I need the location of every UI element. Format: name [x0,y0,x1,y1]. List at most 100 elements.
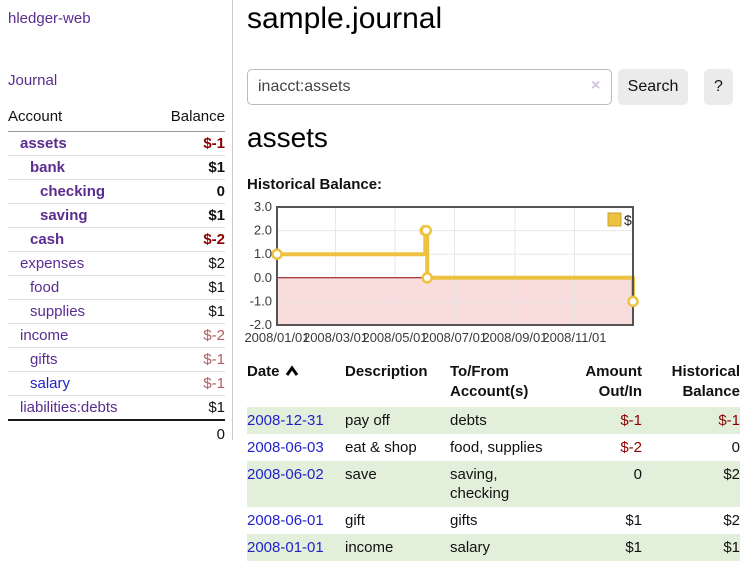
transaction-description: save [345,466,377,483]
svg-text:0.0: 0.0 [254,270,272,285]
accounts-header-balance: Balance [153,108,225,132]
sort-ascending-icon [285,365,298,376]
account-row: food $1 [8,275,225,300]
accounts-total-row: 0 [8,420,225,446]
transaction-balance: $1 [723,539,740,556]
svg-text:2008/01/01: 2008/01/01 [244,330,309,345]
transaction-balance: $-1 [718,412,740,429]
account-balance: $1 [153,299,225,324]
account-balance: $1 [153,203,225,228]
account-row: saving $1 [8,203,225,228]
svg-text:-1.0: -1.0 [250,293,272,308]
sidebar-account-link[interactable]: supplies [30,303,86,320]
register-row: 2008-01-01 income salary $1 $1 [247,534,740,561]
accounts-table: Account Balance assets $-1 bank $1 checking 0… [8,108,225,446]
sidebar-account-link[interactable]: bank [30,159,66,176]
legend-label: $ [624,212,632,228]
register-row: 2008-06-03 eat & shop food, supplies $-2 0 [247,434,740,461]
transaction-amount: $1 [625,539,642,556]
transaction-amount: $1 [625,512,642,529]
transaction-amount: $-2 [620,439,642,456]
sidebar-account-link[interactable]: assets [20,135,67,152]
transaction-date-link[interactable]: 2008-12-31 [247,412,324,429]
register-header-date[interactable]: Date [247,362,345,407]
register-header-accounts: To/From Account(s) [450,363,529,400]
register-header-balance: Historical Balance [671,363,740,400]
transaction-date-link[interactable]: 2008-06-02 [247,466,324,483]
sidebar-account-link[interactable]: gifts [30,351,58,368]
transaction-date-link[interactable]: 2008-06-01 [247,512,324,529]
account-heading: assets [247,122,328,153]
transaction-balance: $2 [723,512,740,529]
register-table: Date Description To/From Account(s) Amou… [247,362,740,561]
svg-text:2008/03/01: 2008/03/01 [303,330,368,345]
account-row: checking 0 [8,179,225,204]
svg-text:2008/11/01: 2008/11/01 [542,330,606,345]
svg-text:-2.0: -2.0 [250,317,272,332]
account-row: expenses $2 [8,251,225,276]
account-row: salary $-1 [8,371,225,396]
account-balance: $-1 [153,347,225,372]
clear-search-icon[interactable]: × [591,77,601,94]
search-button[interactable]: Search [618,69,688,105]
transaction-description: gift [345,512,366,529]
transaction-accounts: salary [450,539,491,556]
account-balance: $1 [153,395,225,421]
transaction-accounts: food, supplies [450,439,543,456]
sidebar-account-link[interactable]: checking [40,183,106,200]
register-row: 2008-12-31 pay off debts $-1 $-1 [247,407,740,434]
sidebar-account-link[interactable]: salary [30,375,71,392]
register-header-description: Description [345,363,428,380]
svg-text:2.0: 2.0 [254,223,272,238]
chart-title: Historical Balance: [247,176,383,193]
transaction-date-link[interactable]: 2008-01-01 [247,539,324,556]
account-row: income $-2 [8,323,225,348]
sidebar-account-link[interactable]: cash [30,231,65,248]
sidebar-account-link[interactable]: expenses [20,255,85,272]
account-row: gifts $-1 [8,347,225,372]
svg-text:3.0: 3.0 [254,199,272,214]
account-balance: $1 [153,155,225,180]
register-header-amount: Amount Out/In [585,363,642,400]
sidebar-account-link[interactable]: liabilities:debts [20,399,118,416]
svg-text:2008/05/01: 2008/05/01 [362,330,427,345]
help-button[interactable]: ? [704,69,733,105]
register-row: 2008-06-02 save saving, checking 0 $2 [247,461,740,507]
svg-text:1.0: 1.0 [254,246,272,261]
account-balance: $2 [153,251,225,276]
account-balance: $-2 [153,323,225,348]
page-title: sample.journal [247,2,443,35]
transaction-date-link[interactable]: 2008-06-03 [247,439,324,456]
account-row: bank $1 [8,155,225,180]
sidebar-account-link[interactable]: food [30,279,60,296]
historical-balance-chart: $3.0 2.0 1.0 0.0 -1.0 -2.02008/01/012008/03/0… [244,199,639,345]
transaction-accounts: debts [450,412,487,429]
account-balance: $1 [153,275,225,300]
transaction-balance: $2 [723,466,740,483]
account-row: liabilities:debts $1 [8,395,225,421]
search-bar: × Search ? [247,69,742,105]
account-row: cash $-2 [8,227,225,252]
sidebar-account-link[interactable]: saving [40,207,88,224]
transaction-amount: $-1 [620,412,642,429]
account-balance: 0 [153,179,225,204]
transaction-accounts: saving, checking [450,466,510,502]
search-input[interactable] [247,69,612,105]
svg-text:2008/09/01: 2008/09/01 [482,330,547,345]
account-row: supplies $1 [8,299,225,324]
transaction-balance: 0 [731,439,740,456]
accounts-total-value: 0 [216,426,225,443]
sidebar-item-journal[interactable]: Journal [8,72,58,89]
legend-swatch [607,212,622,227]
transaction-description: eat & shop [345,439,417,456]
sidebar-account-link[interactable]: income [20,327,69,344]
sidebar-divider [232,0,233,440]
register-row: 2008-06-01 gift gifts $1 $2 [247,507,740,534]
accounts-header-account: Account [8,108,154,132]
account-row: assets $-1 [8,131,225,156]
app-title-link[interactable]: hledger-web [8,10,91,27]
account-balance: $-2 [153,227,225,252]
account-balance: $-1 [153,131,225,156]
transaction-description: income [345,539,394,556]
account-balance: $-1 [153,371,225,396]
